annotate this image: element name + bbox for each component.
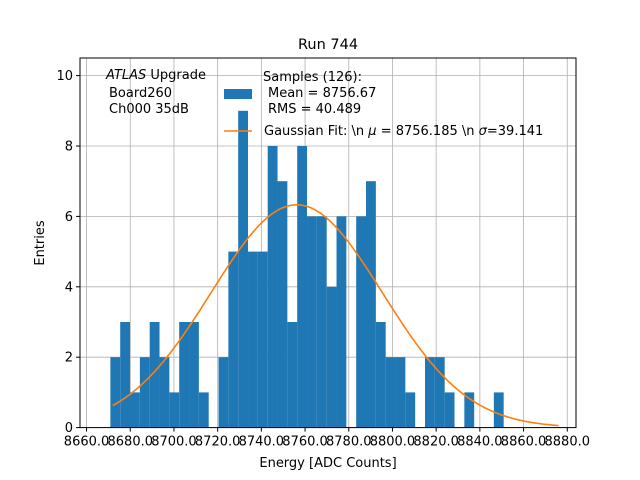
histogram-bar	[425, 357, 435, 428]
annotation-line-1: ATLAS Upgrade	[105, 68, 206, 83]
x-axis-label: Energy [ADC Counts]	[259, 456, 396, 471]
histogram-bar	[316, 216, 327, 428]
x-tick-label: 8840.0	[457, 435, 503, 450]
histogram-bar	[307, 216, 317, 428]
histogram-bar	[277, 181, 288, 428]
atlas-annotation: ATLAS Upgrade Board260 Ch000 35dB	[105, 68, 206, 117]
x-tick-label: 8860.0	[501, 435, 547, 450]
histogram-bar	[297, 146, 308, 428]
legend-samples-line-1: Samples (126):	[263, 70, 362, 85]
histogram-bar	[326, 286, 337, 428]
fit-label-sigma: σ	[479, 124, 488, 139]
x-tick-label: 8760.0	[282, 435, 328, 450]
chart-title: Run 744	[298, 37, 358, 53]
y-tick-label: 10	[56, 69, 73, 84]
legend-histogram-patch	[224, 89, 252, 99]
histogram-bar	[248, 251, 258, 428]
histogram-bars	[110, 110, 504, 428]
y-tick-label: 0	[65, 421, 73, 436]
x-tick-label: 8800.0	[370, 435, 416, 450]
y-tick-label: 6	[65, 210, 73, 225]
histogram-bar	[336, 216, 347, 428]
histogram-bar	[267, 146, 278, 428]
legend: Samples (126): Mean = 8756.67 RMS = 40.4…	[224, 70, 543, 139]
histogram-bar	[356, 216, 367, 428]
histogram-bar	[198, 392, 209, 428]
y-tick-label: 2	[65, 351, 73, 366]
histogram-bar	[130, 392, 140, 428]
histogram-bar	[395, 357, 406, 428]
histogram-bar	[238, 110, 249, 428]
atlas-rest: Upgrade	[146, 68, 206, 83]
histogram-bar	[218, 357, 229, 428]
histogram-bar	[159, 357, 170, 428]
x-axis-ticks: 8660.08680.08700.08720.08740.08760.08780…	[64, 427, 591, 450]
legend-fit-label: Gaussian Fit: \n μ = 8756.185 \n σ=39.14…	[264, 124, 543, 139]
x-tick-label: 8780.0	[326, 435, 372, 450]
x-tick-label: 8700.0	[151, 435, 197, 450]
histogram-bar	[149, 322, 160, 428]
x-tick-label: 8720.0	[195, 435, 241, 450]
x-tick-label: 8740.0	[239, 435, 285, 450]
fit-label-mu: μ	[367, 124, 376, 139]
fit-label-mid: = 8756.185 \n	[377, 124, 479, 139]
y-axis-ticks: 0 2 4 6 8 10	[56, 69, 80, 436]
fit-label-suffix: =39.141	[487, 124, 543, 139]
histogram-bar	[228, 251, 239, 428]
histogram-bar	[257, 251, 268, 428]
histogram-bar	[405, 392, 416, 428]
atlas-word: ATLAS	[105, 68, 146, 83]
y-tick-label: 4	[65, 280, 73, 295]
x-tick-label: 8680.0	[108, 435, 154, 450]
plot-frame	[79, 57, 577, 429]
legend-samples-line-3: RMS = 40.489	[268, 102, 361, 117]
histogram-bar	[434, 357, 445, 428]
y-axis-label: Entries	[33, 220, 48, 266]
histogram-bar	[464, 392, 475, 428]
x-tick-label: 8880.0	[545, 435, 591, 450]
histogram-bar	[169, 392, 180, 428]
histogram-bar	[493, 392, 504, 428]
histogram-bar	[375, 322, 386, 428]
gaussian-fit-line	[112, 203, 559, 427]
annotation-line-3: Ch000 35dB	[109, 102, 189, 117]
histogram-bar	[110, 357, 121, 428]
histogram-bar	[189, 322, 199, 428]
x-tick-label: 8820.0	[413, 435, 459, 450]
histogram-bar	[287, 322, 298, 428]
histogram-bar	[385, 357, 396, 428]
histogram-bar	[179, 322, 190, 428]
histogram-bar	[120, 322, 131, 428]
histogram-bar	[444, 392, 455, 428]
legend-samples-line-2: Mean = 8756.67	[268, 86, 376, 101]
annotation-line-2: Board260	[109, 86, 172, 101]
histogram-bar	[366, 181, 376, 428]
y-tick-label: 8	[65, 140, 73, 155]
histogram-bar	[139, 357, 150, 428]
x-tick-label: 8660.0	[64, 435, 110, 450]
fit-label-prefix: Gaussian Fit: \n	[264, 124, 368, 139]
